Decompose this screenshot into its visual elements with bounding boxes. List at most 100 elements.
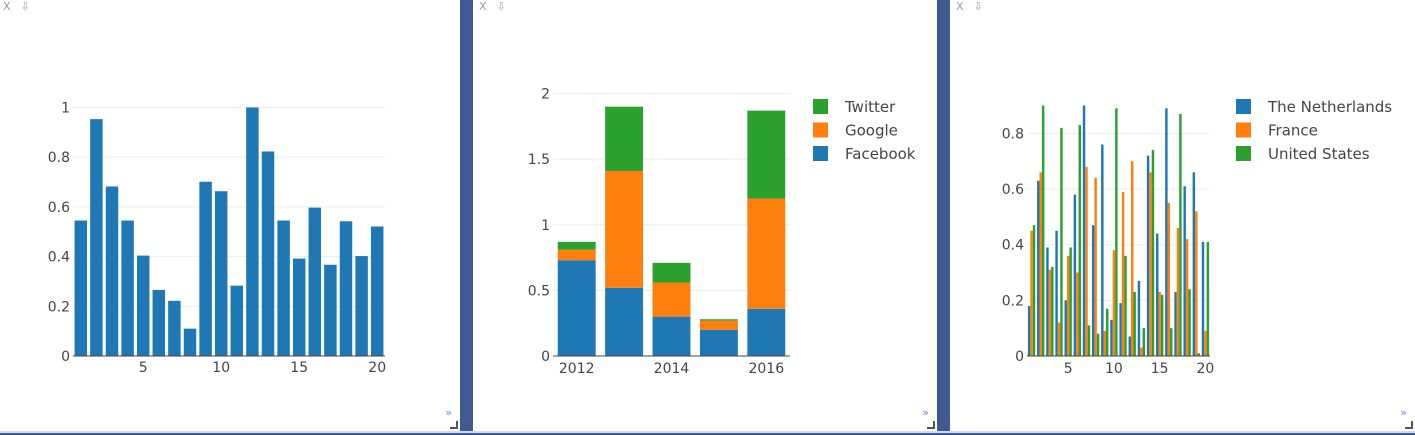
bar — [136, 255, 150, 356]
bar — [1112, 250, 1116, 356]
bar — [1124, 255, 1127, 356]
x-tick-label: 20 — [1197, 361, 1215, 377]
bar-segment — [557, 241, 596, 250]
stacked-bar-chart: 0 0.5 1 1.5 2 2012 2014 2016 Twitter Google Facebo… — [528, 87, 916, 377]
y-tick-label: 0.4 — [48, 250, 70, 266]
bar — [1037, 180, 1040, 356]
bar — [261, 151, 275, 356]
expand-icon[interactable]: » — [445, 406, 452, 419]
resize-handle[interactable] — [927, 421, 935, 429]
y-tick-label: 0.8 — [48, 150, 70, 166]
bar — [1156, 233, 1159, 356]
legend-label: France — [1268, 122, 1318, 140]
legend-swatch — [813, 146, 828, 161]
y-tick-label: 0.4 — [1002, 238, 1024, 254]
close-icon[interactable]: X — [3, 0, 11, 13]
bar — [1176, 228, 1180, 356]
bar-segment — [699, 319, 738, 321]
bar — [1160, 294, 1164, 356]
bar-segment — [605, 287, 644, 356]
bar — [1096, 333, 1100, 356]
bar — [1185, 239, 1189, 356]
bar — [183, 328, 197, 356]
bar — [90, 119, 103, 356]
bar — [121, 220, 134, 356]
panel-controls: X ⇩ — [3, 0, 40, 13]
download-icon[interactable]: ⇩ — [20, 0, 30, 13]
x-tick-label: 10 — [212, 360, 230, 376]
bar — [1149, 172, 1152, 356]
legend-label: United States — [1268, 145, 1370, 163]
bar — [1048, 269, 1052, 356]
x-tick-label: 5 — [139, 360, 148, 376]
legend-label: Twitter — [844, 98, 896, 116]
y-tick-label: 0.6 — [48, 200, 70, 216]
bar — [339, 221, 353, 356]
panel-controls: X ⇩ — [479, 0, 516, 13]
download-icon[interactable]: ⇩ — [973, 0, 983, 13]
legend-label: The Netherlands — [1267, 98, 1392, 116]
bar — [1137, 280, 1141, 356]
bar-segment — [605, 106, 644, 171]
bar — [1046, 247, 1049, 356]
bar — [1066, 255, 1070, 356]
bar — [1206, 241, 1210, 356]
bar-chart: 00.20.40.60.815 10 15 20 — [48, 100, 386, 376]
bar — [1179, 113, 1182, 356]
bar — [1082, 105, 1086, 356]
y-tick-label: 0 — [1015, 349, 1024, 365]
bar — [292, 258, 306, 356]
bar — [1087, 325, 1091, 356]
bar — [1094, 177, 1097, 356]
bar — [1032, 225, 1036, 356]
chart-panel-3: X ⇩ 0 0.2 0.4 0.6 0.8 5 10 15 20 The Netherlands Fr… — [950, 0, 1415, 431]
bar — [1064, 300, 1067, 356]
bar-segment — [557, 260, 596, 356]
bottom-border — [0, 431, 1415, 433]
close-icon[interactable]: X — [479, 0, 487, 13]
close-icon[interactable]: X — [956, 0, 964, 13]
bar — [1128, 336, 1132, 356]
bar — [168, 300, 181, 356]
grouped-bar-chart: 0 0.2 0.4 0.6 0.8 5 10 15 20 The Netherlands Franc… — [1002, 98, 1393, 377]
bar — [308, 207, 322, 356]
bar — [1101, 144, 1104, 356]
download-icon[interactable]: ⇩ — [496, 0, 506, 13]
legend-label: Facebook — [845, 145, 916, 163]
bar — [277, 220, 290, 356]
x-tick-label: 2016 — [748, 361, 784, 377]
bar — [1073, 194, 1077, 356]
legend-swatch — [1236, 146, 1251, 161]
bar — [1115, 108, 1118, 356]
legend-swatch — [1236, 99, 1251, 114]
x-tick-label: 15 — [290, 360, 308, 376]
y-tick-label: 0 — [541, 349, 550, 365]
bar-segment — [747, 110, 786, 199]
y-tick-label: 0.2 — [1002, 293, 1024, 309]
bar-segment — [652, 316, 691, 356]
y-tick-label: 0.5 — [528, 283, 550, 299]
bar-segment — [557, 249, 596, 261]
bar-segment — [747, 198, 786, 309]
expand-icon[interactable]: » — [1400, 406, 1407, 419]
bar — [1158, 292, 1161, 356]
bar — [1131, 161, 1134, 356]
y-tick-label: 0.6 — [1002, 182, 1024, 198]
bar — [1041, 105, 1045, 356]
bar — [1197, 353, 1200, 356]
resize-handle[interactable] — [1405, 421, 1413, 429]
x-tick-label: 15 — [1151, 361, 1169, 377]
bar — [1085, 166, 1088, 356]
bar — [1167, 202, 1171, 356]
x-tick-label: 10 — [1105, 361, 1123, 377]
bar — [1174, 292, 1177, 356]
bar-segment — [652, 282, 691, 317]
bar — [1069, 247, 1072, 356]
resize-handle[interactable] — [450, 421, 458, 429]
bar — [214, 191, 228, 356]
chart-panel-1: X ⇩ 0 0.2 0.4 0.6 0.8 1 5 10 15 20 » — [0, 0, 460, 431]
expand-icon[interactable]: » — [922, 406, 929, 419]
bar — [1192, 172, 1196, 356]
bar — [1142, 328, 1146, 356]
bar-segment — [699, 329, 738, 356]
